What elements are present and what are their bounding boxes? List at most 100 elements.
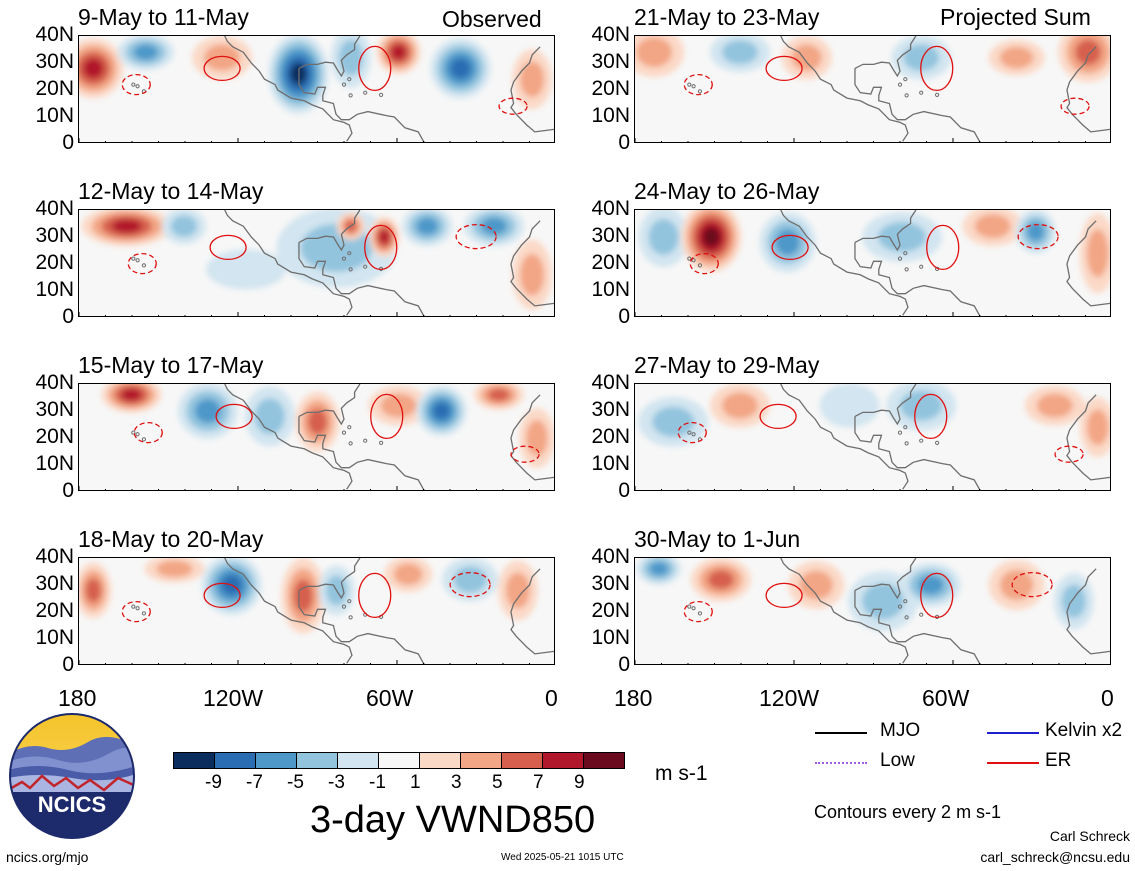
er-contour (203, 582, 241, 609)
lat-label-right-1-4: 0 (618, 305, 630, 328)
lat-label-right-2-1: 30N (591, 398, 630, 421)
panel-title-obs-3: 15-May to 17-May (78, 352, 264, 378)
island (341, 604, 347, 609)
lat-label-right-3-4: 0 (618, 653, 630, 676)
anomaly-blob (433, 402, 450, 420)
island (687, 256, 692, 261)
island (348, 93, 353, 98)
island (904, 615, 909, 620)
map-field-proj-1 (635, 36, 1110, 142)
colorbar-swatch (378, 752, 420, 769)
island (135, 606, 140, 611)
legend-kelvin-line (987, 732, 1039, 734)
island (919, 90, 924, 95)
lat-label-left-1-3: 10N (35, 278, 74, 301)
anomaly-blob (1027, 222, 1045, 242)
anomaly-blob (799, 570, 834, 600)
anomaly-blob (708, 570, 734, 590)
coastline (510, 394, 554, 481)
colorbar-swatch (173, 752, 215, 769)
map-field-proj-3 (635, 384, 1110, 490)
island (141, 263, 147, 268)
island (347, 599, 352, 604)
island (691, 432, 696, 437)
colorbar-tick-label: 7 (533, 772, 544, 793)
coastline (1066, 568, 1110, 655)
island (903, 599, 908, 604)
anomaly-blob (1036, 393, 1073, 418)
map-panel-proj-1 (634, 35, 1111, 143)
lon-label-right-60w: 60W (922, 685, 970, 711)
legend-low-label: Low (880, 750, 915, 771)
lat-label-left-1-0: 40N (35, 197, 74, 220)
colorbar-tick-label: -9 (205, 772, 222, 793)
er-contour (203, 55, 241, 82)
anomaly-blob (133, 44, 158, 60)
island (897, 256, 903, 261)
island (904, 441, 909, 446)
lon-label-left-120w: 120W (203, 685, 264, 711)
colorbar-swatch (501, 752, 543, 769)
legend-low-line (815, 762, 867, 764)
island (379, 92, 384, 97)
panel-title-proj-1: 21-May to 23-May (634, 4, 820, 30)
island (687, 430, 692, 435)
footer-url: ncics.org/mjo (6, 849, 89, 865)
island (341, 82, 347, 87)
panel-title-obs-4: 18-May to 20-May (78, 526, 264, 552)
lat-label-left-3-2: 20N (35, 599, 74, 622)
lat-label-left-2-1: 30N (35, 398, 74, 421)
anomaly-blob (194, 399, 221, 423)
island (131, 430, 136, 435)
anomaly-blob (481, 217, 507, 235)
coastline (1066, 220, 1110, 307)
lat-label-right-2-3: 10N (591, 452, 630, 475)
anomaly-blob (648, 219, 679, 255)
colorbar-swatch (583, 752, 625, 769)
anomaly-blob (703, 227, 720, 247)
projected-heading: Projected Sum (940, 4, 1091, 30)
anomaly-blob (721, 392, 758, 419)
er-contour (1017, 223, 1059, 250)
lat-label-right-0-1: 30N (591, 50, 630, 73)
coastline (298, 558, 361, 600)
anomaly-blob (391, 44, 406, 60)
anomaly-blob (862, 583, 905, 620)
er-contour (677, 421, 707, 444)
coastline (854, 590, 982, 664)
island (697, 611, 703, 616)
colorbar-swatch (296, 752, 338, 769)
island (341, 256, 347, 261)
island (141, 437, 147, 442)
map-panel-proj-4 (634, 557, 1111, 665)
anomaly-blob (903, 44, 940, 71)
er-contour (765, 582, 803, 609)
coastline (510, 220, 554, 307)
coastline (854, 416, 982, 490)
anomaly-blob (721, 40, 758, 65)
footer-author: Carl Schreck (1049, 828, 1130, 844)
er-contour (920, 572, 954, 619)
island (935, 440, 940, 445)
island (363, 438, 368, 443)
lat-label-right-2-2: 20N (591, 425, 630, 448)
island (691, 258, 696, 263)
panel-title-obs-2: 12-May to 14-May (78, 178, 264, 204)
er-contour (370, 393, 404, 440)
coastline (854, 36, 917, 78)
lat-label-right-3-3: 10N (591, 626, 630, 649)
coastline (780, 210, 909, 316)
er-contour (133, 421, 163, 444)
legend-mjo-line (815, 732, 867, 734)
map-panel-obs-4 (78, 557, 555, 665)
coastline (224, 36, 353, 142)
map-field-proj-4 (635, 558, 1110, 664)
map-panel-proj-3 (634, 383, 1111, 491)
figure-title: 3-day VWND850 (310, 799, 596, 841)
er-contour (689, 252, 719, 275)
lat-label-right-1-0: 40N (591, 197, 630, 220)
er-contour (1060, 97, 1090, 115)
map-panel-obs-2 (78, 209, 555, 317)
island (687, 82, 692, 87)
coastline (224, 558, 353, 664)
